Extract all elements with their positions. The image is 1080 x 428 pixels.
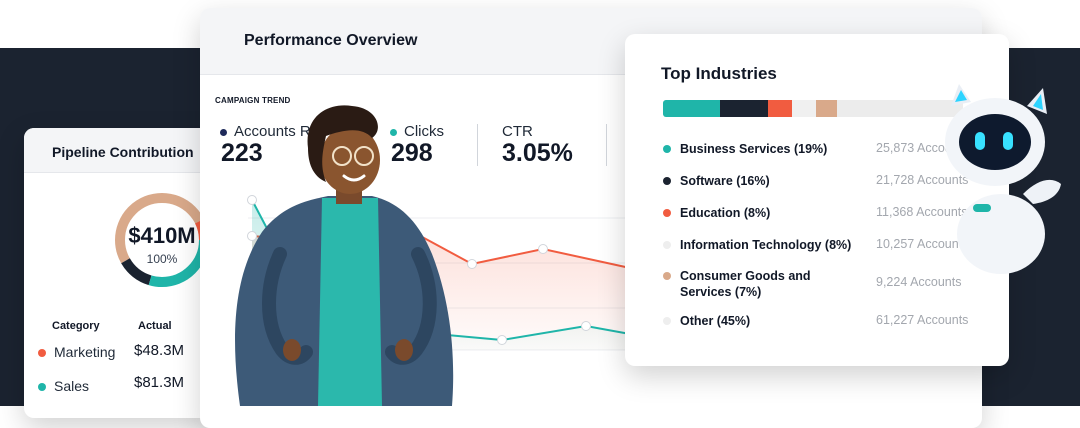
sales-dot-icon	[38, 383, 46, 392]
metric-label-accounts: Accounts R	[220, 123, 311, 140]
industry-dot-icon	[663, 272, 671, 280]
industry-bar-segment	[816, 100, 837, 117]
industry-label: Consumer Goods and Services (7%)	[663, 268, 831, 300]
industry-bar-segment	[837, 100, 963, 117]
robot-right-eye	[1003, 132, 1013, 150]
industry-dot-icon	[663, 209, 671, 217]
metric-divider	[606, 124, 607, 166]
chart-point	[538, 244, 548, 254]
robot-illustration	[945, 84, 1061, 274]
row-value: $48.3M	[134, 342, 185, 359]
metric-label-ctr: CTR	[502, 123, 533, 140]
industry-dot-icon	[663, 241, 671, 249]
pipeline-card-header	[24, 128, 220, 173]
industries-stacked-bar	[663, 100, 963, 117]
industry-accounts: 21,728 Accounts	[876, 173, 969, 187]
chart-point	[247, 231, 257, 241]
robot-body	[957, 194, 1045, 274]
person-hand	[395, 339, 413, 361]
chart-point	[581, 321, 591, 331]
person-sweater	[318, 198, 382, 406]
robot-chest-light	[973, 204, 991, 212]
industries-title: Top Industries	[661, 64, 777, 83]
robot-left-ear-glow	[955, 90, 967, 102]
pipeline-title: Pipeline Contribution	[52, 144, 194, 160]
column-header-category: Category	[52, 320, 100, 332]
industry-label: Business Services (19%)	[663, 141, 863, 157]
top-industries-card: Top Industries Business Services (19%) 2…	[625, 34, 1009, 366]
metric-divider	[477, 124, 478, 166]
accounts-dot-icon	[220, 128, 227, 136]
robot-visor	[959, 114, 1031, 170]
column-header-actual: Actual	[138, 320, 172, 332]
chart-point	[497, 335, 507, 345]
metric-label-clicks: Clicks	[390, 123, 444, 140]
robot-left-eye	[975, 132, 985, 150]
industry-label: Education (8%)	[663, 205, 863, 221]
person-hand	[283, 339, 301, 361]
industry-dot-icon	[663, 317, 671, 325]
row-label: Sales	[38, 378, 89, 394]
person-hair	[307, 105, 378, 182]
industry-label: Other (45%)	[663, 313, 863, 329]
industry-accounts: 10,257 Accounts	[876, 237, 969, 251]
person-smile	[342, 174, 366, 182]
industry-accounts: 61,227 Accounts	[876, 313, 969, 327]
clicks-dot-icon	[390, 128, 397, 136]
chart-point	[247, 195, 257, 205]
glasses-icon	[332, 146, 352, 166]
metric-value-accounts: 223	[221, 139, 263, 167]
marketing-dot-icon	[38, 349, 46, 358]
industry-dot-icon	[663, 145, 671, 153]
industry-accounts: 9,224 Accounts	[876, 275, 962, 289]
robot-arm	[1023, 179, 1061, 204]
industry-bar-segment	[720, 100, 768, 117]
row-label: Marketing	[38, 344, 115, 360]
industry-bar-segment	[663, 100, 720, 117]
industry-bar-segment	[792, 100, 816, 117]
industry-label: Information Technology (8%)	[663, 237, 863, 253]
glasses-icon	[354, 146, 374, 166]
pipeline-contribution-card: Pipeline Contribution $410M 100% Categor…	[24, 128, 220, 418]
performance-title: Performance Overview	[244, 32, 418, 49]
metric-value-clicks: 298	[391, 139, 433, 167]
metric-value-ctr: 3.05%	[502, 139, 573, 167]
campaign-trend-label: CAMPAIGN TREND	[215, 96, 291, 105]
industry-label: Software (16%)	[663, 173, 863, 189]
industry-accounts: 11,368 Accounts	[876, 205, 968, 219]
chart-point	[467, 259, 477, 269]
industry-dot-icon	[663, 177, 671, 185]
industry-bar-segment	[768, 100, 792, 117]
donut-percent: 100%	[146, 252, 178, 266]
person-illustration	[235, 105, 454, 406]
donut-total-value: $410M	[128, 223, 196, 248]
robot-right-ear-glow	[1033, 94, 1043, 110]
row-value: $81.3M	[134, 374, 185, 391]
